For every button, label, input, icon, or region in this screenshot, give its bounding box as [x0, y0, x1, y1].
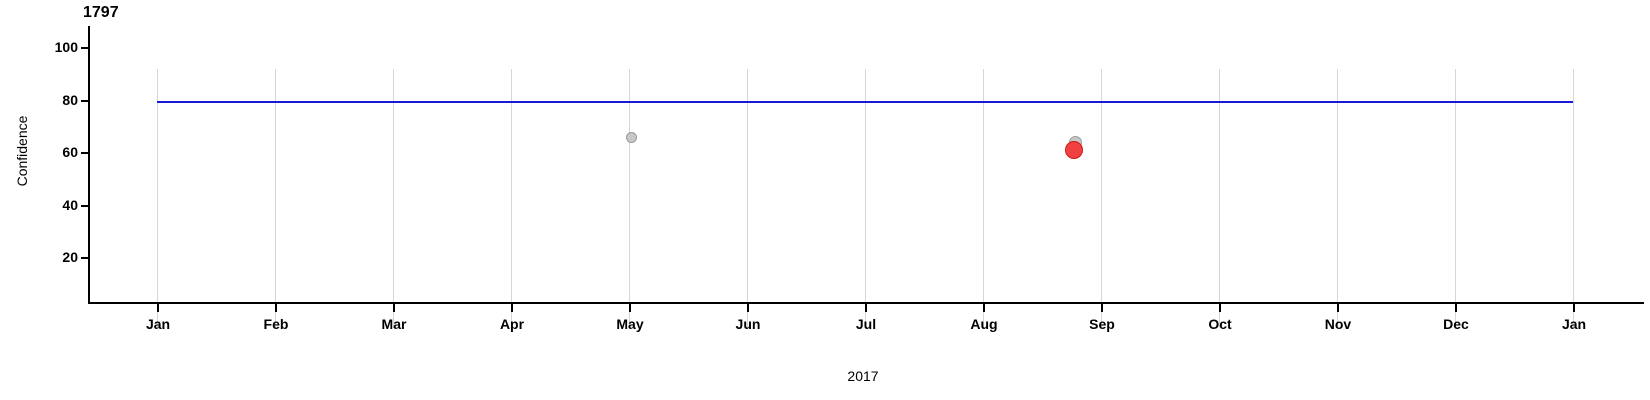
x-tick-11	[1455, 304, 1457, 312]
y-tick-60	[81, 152, 88, 154]
y-tick-80	[81, 99, 88, 102]
data-point-red-points-0[interactable]	[1065, 141, 1083, 160]
x-tick-label-jan-0: Jan	[145, 316, 171, 332]
x-tick-label-jun-5: Jun	[735, 316, 761, 332]
gridline-jun-5	[747, 69, 748, 328]
y-tick-40	[81, 204, 88, 207]
x-tick-label-feb-1: Feb	[263, 316, 289, 332]
y-tick-label-20: 20	[62, 249, 78, 265]
x-tick-2	[393, 304, 395, 312]
x-tick-label-may-4: May	[616, 316, 644, 332]
x-tick-8	[1101, 304, 1103, 312]
x-tick-label-mar-2: Mar	[381, 316, 407, 332]
gridline-aug-7	[983, 69, 984, 328]
gridline-jan-0	[157, 69, 158, 328]
x-tick-1	[275, 304, 277, 312]
chart-title: 1797	[83, 4, 119, 21]
gridline-mar-2	[393, 69, 394, 328]
x-tick-6	[865, 304, 867, 312]
gridline-may-4	[629, 69, 630, 328]
gridline-apr-3	[511, 69, 512, 328]
x-tick-label-oct-9: Oct	[1208, 316, 1232, 332]
x-tick-label-jul-6: Jul	[855, 316, 877, 332]
y-tick-label-60: 60	[62, 144, 78, 160]
gridline-oct-9	[1219, 69, 1220, 328]
gridline-nov-10	[1337, 69, 1338, 328]
x-axis-title: 2017	[847, 368, 879, 384]
x-tick-9	[1219, 304, 1221, 312]
x-tick-label-apr-3: Apr	[499, 316, 525, 332]
gridline-jul-6	[865, 69, 866, 328]
x-tick-label-aug-7: Aug	[970, 316, 998, 332]
x-tick-label-sep-8: Sep	[1089, 316, 1115, 332]
y-tick-label-80: 80	[62, 91, 78, 108]
x-tick-label-jan-12: Jan	[1561, 316, 1587, 332]
data-point-grey-points-0[interactable]	[625, 131, 637, 143]
y-tick-20	[81, 257, 88, 259]
x-axis-line	[88, 302, 1644, 304]
plot-area	[88, 26, 1644, 328]
x-tick-12	[1573, 304, 1575, 312]
x-tick-0	[157, 304, 159, 312]
x-tick-label-dec-11: Dec	[1443, 316, 1469, 332]
y-axis-line	[88, 26, 90, 303]
x-tick-4	[629, 304, 631, 312]
gridline-jan-12	[1573, 69, 1574, 328]
threshold-line	[157, 100, 1573, 103]
y-tick-label-40: 40	[62, 196, 78, 213]
x-tick-3	[511, 304, 513, 312]
gridline-sep-8	[1101, 69, 1102, 328]
y-tick-label-100: 100	[54, 39, 78, 55]
gridline-feb-1	[275, 69, 276, 328]
x-tick-7	[983, 304, 985, 312]
gridline-dec-11	[1455, 69, 1456, 328]
x-tick-10	[1337, 304, 1339, 312]
x-tick-5	[747, 304, 749, 312]
x-tick-label-nov-10: Nov	[1324, 316, 1352, 332]
y-tick-100	[81, 47, 88, 49]
